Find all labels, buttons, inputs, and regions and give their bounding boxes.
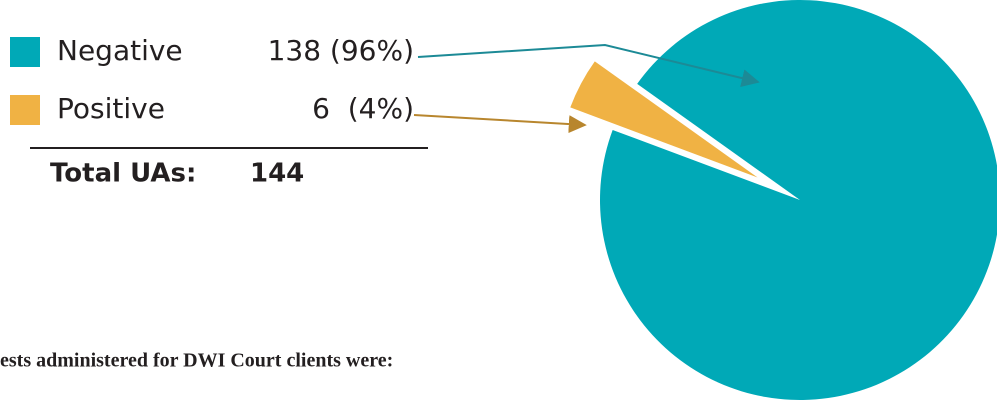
pie-slice <box>570 61 758 178</box>
pie-slice <box>600 0 997 400</box>
leader-line <box>417 43 760 87</box>
value-label: 138 (96%) <box>268 34 414 67</box>
legend-label: Positive <box>57 92 165 125</box>
legend-swatch <box>10 37 40 67</box>
legend-swatch <box>10 95 40 125</box>
caption: ests administered for DWI Court clients … <box>0 350 393 372</box>
leader-line <box>413 114 587 134</box>
value-label: 6 (4%) <box>312 92 414 125</box>
legend-label: Negative <box>57 34 183 67</box>
total-value: 144 <box>250 159 304 189</box>
total-label: Total UAs: <box>50 159 196 189</box>
pie <box>570 0 997 400</box>
